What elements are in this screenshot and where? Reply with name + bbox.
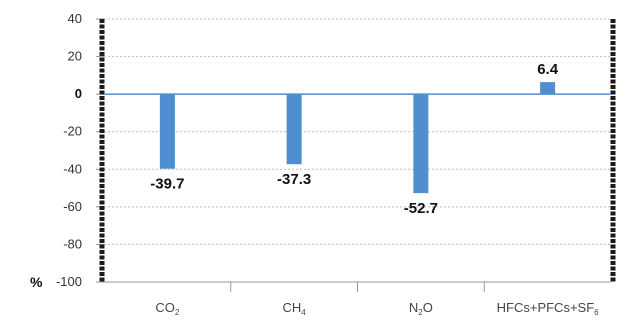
data-label: 6.4	[537, 61, 559, 78]
bar-hfcs-pfcs-sf6	[540, 82, 556, 95]
data-label: -37.3	[277, 171, 311, 188]
x-category-label: CO2	[155, 300, 180, 317]
bars	[104, 82, 611, 194]
y-unit-label: %	[30, 274, 43, 290]
chart-frame	[99, 19, 616, 282]
y-tick-label: -60	[63, 199, 82, 214]
bar-co2	[159, 94, 175, 169]
gridlines	[96, 18, 611, 292]
y-tick-label: -20	[63, 124, 82, 139]
y-tick-label: -40	[63, 161, 82, 176]
y-tick-label: 20	[68, 49, 82, 64]
bar-n2o	[413, 94, 429, 194]
y-tick-label: 0	[75, 86, 82, 101]
x-category-label: CH4	[283, 300, 307, 317]
data-label: -52.7	[404, 200, 438, 217]
labels: 40 20 0 -20 -40 -60 -80 -100 -39.7 CO2 -37.3 CH4 -52…	[30, 11, 599, 317]
x-category-label: HFCs+PFCs+SF6	[497, 300, 600, 317]
y-tick-label: -100	[56, 274, 82, 289]
bar-ch4	[286, 94, 302, 165]
x-category-label: N2O	[409, 300, 433, 317]
y-tick-label: 40	[68, 11, 82, 26]
data-label: -39.7	[150, 176, 184, 193]
y-tick-label: -80	[63, 236, 82, 251]
